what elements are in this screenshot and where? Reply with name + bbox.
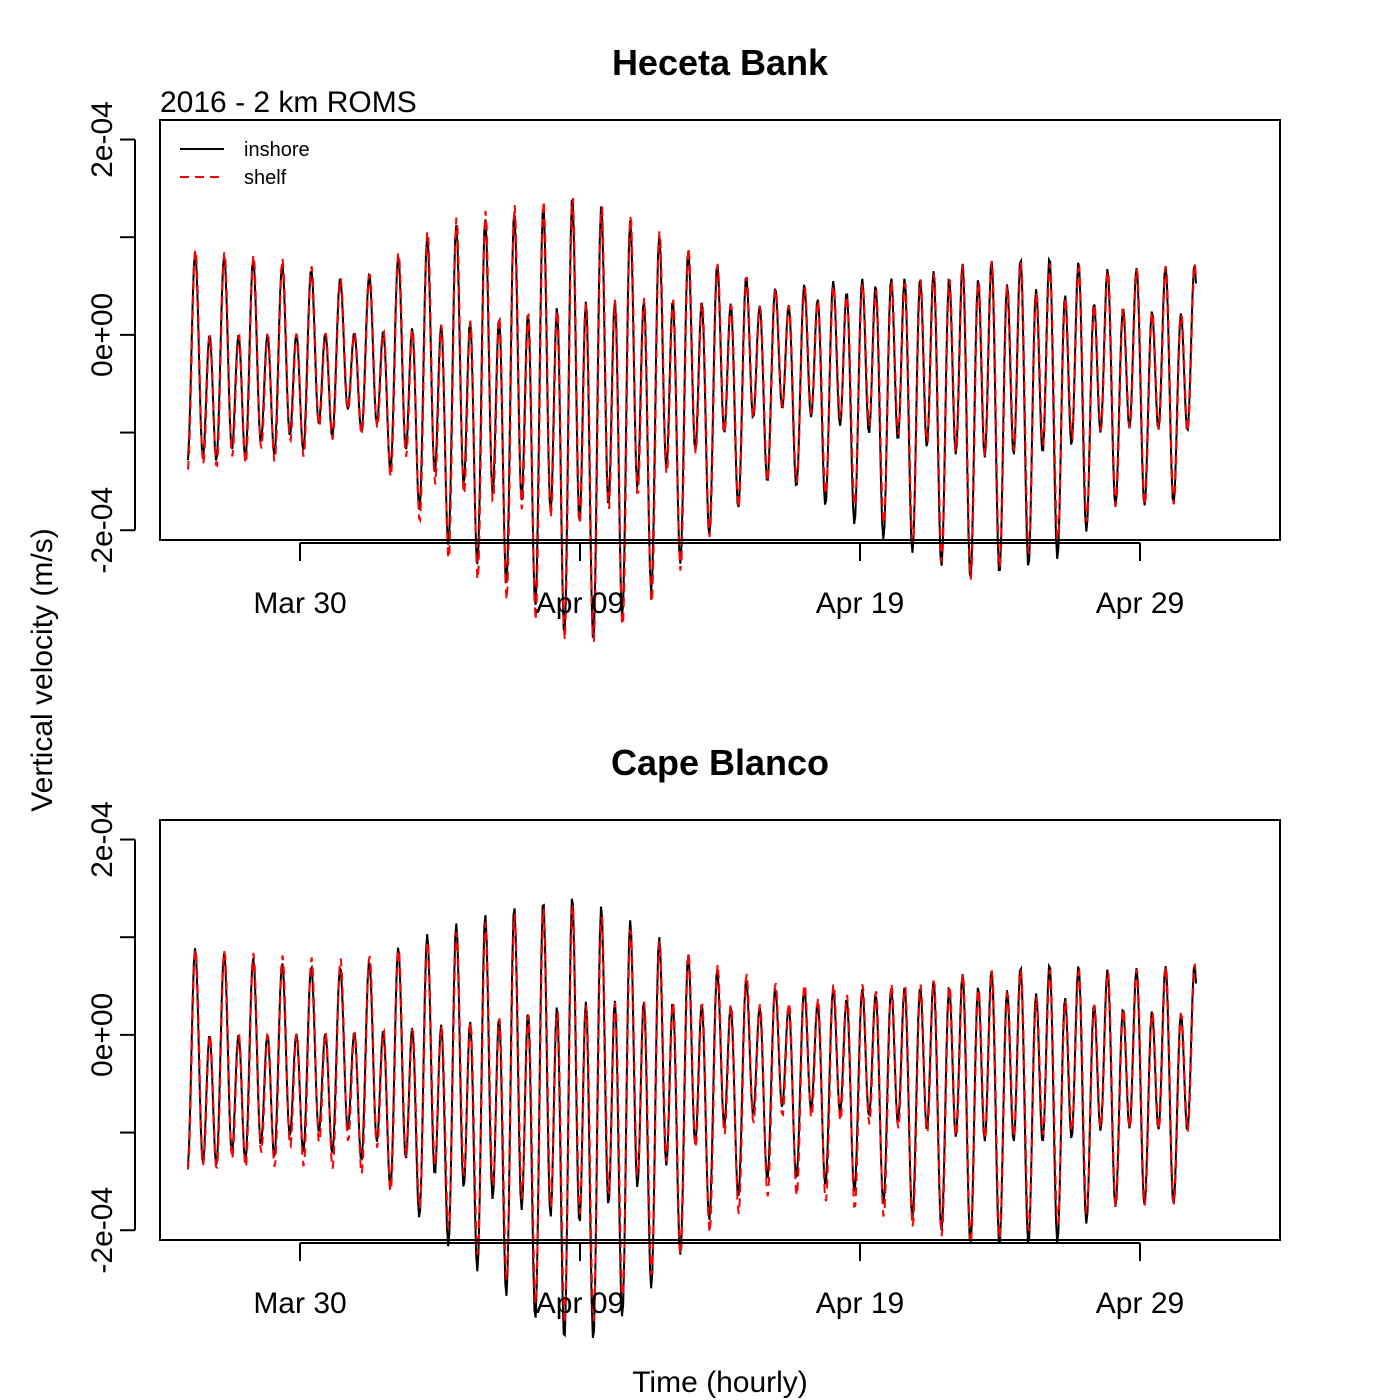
- chart-panel-2: Cape Blanco -2e-04 0e+00 2e-04 Mar 30 Apr 09 A…: [86, 742, 1281, 1339]
- legend-label-shelf: shelf: [244, 167, 287, 189]
- chart-subtitle: 2016 - 2 km ROMS: [160, 86, 417, 119]
- y-tick-label: -2e-04: [86, 1187, 119, 1274]
- legend: inshore shelf: [180, 139, 310, 189]
- x-tick-label: Apr 29: [1096, 587, 1184, 620]
- y-tick-label: 0e+00: [86, 993, 119, 1077]
- plot-frame: [159, 819, 1281, 1241]
- series-line-shelf: [187, 905, 1197, 1324]
- x-tick-label: Apr 09: [536, 1287, 624, 1320]
- series-line-inshore: [187, 199, 1197, 639]
- chart-title: Heceta Bank: [612, 42, 829, 83]
- x-tick-label: Apr 29: [1096, 1287, 1184, 1320]
- x-tick-label: Mar 30: [253, 1287, 346, 1320]
- series-line-shelf: [187, 197, 1197, 642]
- legend-label-inshore: inshore: [244, 139, 310, 161]
- chart-panel-1: Heceta Bank 2016 - 2 km ROMS -2e-04 0e+00 2e…: [86, 42, 1281, 642]
- x-tick-label: Mar 30: [253, 587, 346, 620]
- x-tick-label: Apr 09: [536, 587, 624, 620]
- y-tick-label: -2e-04: [86, 487, 119, 574]
- x-tick-label: Apr 19: [816, 1287, 904, 1320]
- figure-ylabel: Vertical velocity (m/s): [26, 528, 59, 811]
- chart-title: Cape Blanco: [611, 742, 829, 783]
- y-tick-label: 2e-04: [86, 101, 119, 178]
- y-tick-label: 0e+00: [86, 293, 119, 377]
- x-tick-label: Apr 19: [816, 587, 904, 620]
- plot-frame: [159, 119, 1281, 541]
- y-tick-label: 2e-04: [86, 801, 119, 878]
- figure-xlabel: Time (hourly): [632, 1366, 808, 1399]
